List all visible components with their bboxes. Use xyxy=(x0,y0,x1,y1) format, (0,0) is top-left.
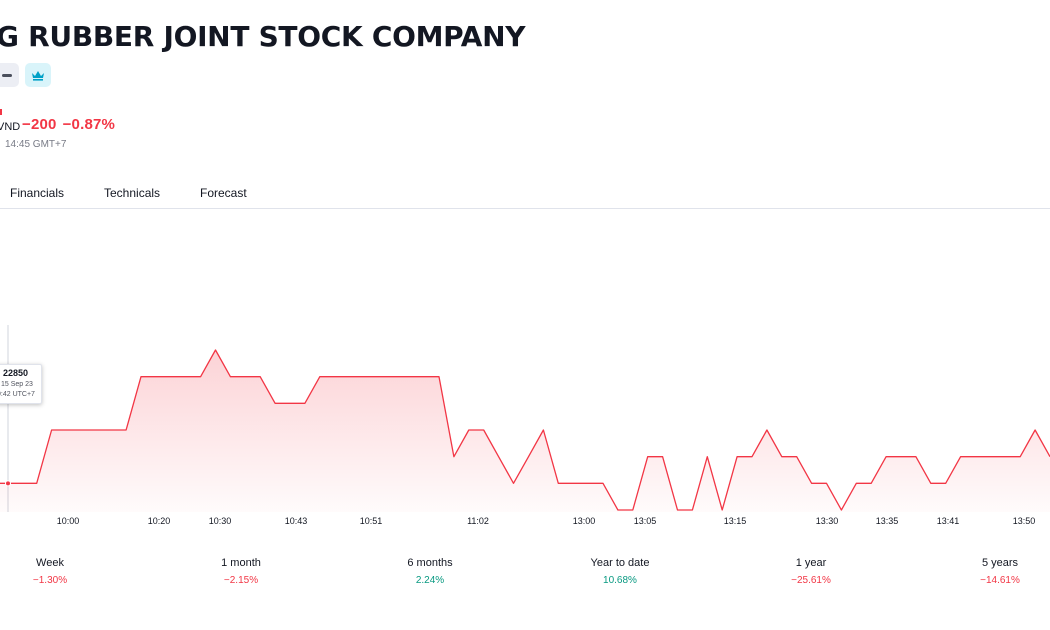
price-line xyxy=(0,349,1050,511)
period-label: 5 years xyxy=(981,557,1019,569)
price-tooltip: 22850 15 Sep 23 9:42 UTC+7 xyxy=(0,364,42,404)
period-6-months[interactable]: 6 months 2.24% xyxy=(370,557,490,586)
tooltip-date: 15 Sep 23 xyxy=(1,381,33,388)
period-label: Year to date xyxy=(590,557,650,569)
period-value: 10.68% xyxy=(603,575,637,586)
x-axis-ticks: 10:00 10:20 10:30 10:43 10:51 11:02 13:00 13:05… xyxy=(57,516,1036,526)
hover-point xyxy=(5,480,11,487)
x-tick-label: 13:05 xyxy=(634,516,657,526)
price-change: −200 −0.87% xyxy=(22,116,121,133)
crown-chip[interactable] xyxy=(25,63,51,87)
tab-bar: Financials Technicals Forecast xyxy=(0,178,1050,209)
minus-chip[interactable] xyxy=(0,63,19,87)
x-tick-label: 10:00 xyxy=(57,516,80,526)
price-change-pct: −0.87% xyxy=(62,116,116,133)
currency-label: VND xyxy=(0,121,21,133)
x-tick-label: 11:02 xyxy=(467,516,489,526)
tooltip-time: 9:42 UTC+7 xyxy=(0,391,35,398)
tab-financials[interactable]: Financials xyxy=(10,186,65,200)
tab-forecast[interactable]: Forecast xyxy=(200,186,247,200)
x-tick-label: 13:15 xyxy=(724,516,747,526)
period-value: −2.15% xyxy=(223,575,259,586)
tooltip-price: 22850 xyxy=(3,368,29,378)
period-label: 1 year xyxy=(795,557,827,569)
x-tick-label: 13:35 xyxy=(876,516,899,526)
period-1-month[interactable]: 1 month −2.15% xyxy=(181,557,301,586)
period-value: −1.30% xyxy=(32,575,68,586)
price-area-fill xyxy=(0,350,1050,512)
period-label: 1 month xyxy=(221,557,261,569)
period-label: 6 months xyxy=(407,557,453,569)
price-chart[interactable]: 10:00 10:20 10:30 10:43 10:51 11:02 13:00 13:05… xyxy=(0,210,1050,535)
period-5-years[interactable]: 5 years −14.61% xyxy=(940,557,1050,586)
x-tick-label: 10:30 xyxy=(209,516,232,526)
period-label: Week xyxy=(36,557,64,569)
period-value: −14.61% xyxy=(980,575,1020,586)
company-title: G RUBBER JOINT STOCK COMPANY xyxy=(0,20,526,53)
period-week[interactable]: Week −1.30% xyxy=(0,557,110,586)
price-change-abs: −200 xyxy=(22,116,57,133)
x-tick-label: 10:51 xyxy=(360,516,383,526)
last-update-time: 14:45 GMT+7 xyxy=(5,139,67,150)
tab-technicals[interactable]: Technicals xyxy=(104,186,161,200)
x-tick-label: 10:43 xyxy=(285,516,308,526)
period-year-to-date[interactable]: Year to date 10.68% xyxy=(560,557,680,586)
x-tick-label: 10:20 xyxy=(148,516,171,526)
period-value: 2.24% xyxy=(415,575,445,586)
x-tick-label: 13:30 xyxy=(816,516,839,526)
period-value: −25.61% xyxy=(791,575,831,586)
period-1-year[interactable]: 1 year −25.61% xyxy=(751,557,871,586)
minus-icon xyxy=(1,73,12,77)
x-tick-label: 13:41 xyxy=(937,516,960,526)
x-tick-label: 13:50 xyxy=(1013,516,1036,526)
x-tick-label: 13:00 xyxy=(573,516,596,526)
price-marker xyxy=(0,109,2,115)
crown-icon xyxy=(32,70,44,81)
